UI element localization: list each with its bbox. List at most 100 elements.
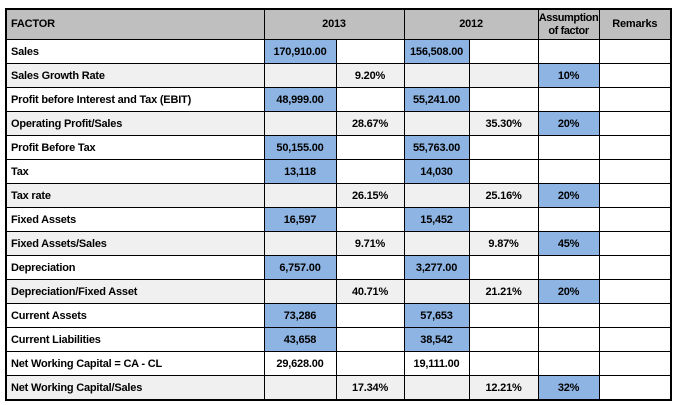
ratio-2012-cell[interactable] (468, 63, 539, 88)
ratio-2012-cell[interactable]: 12.21% (468, 375, 539, 401)
column-header-assumption[interactable]: Assumption of factor (537, 8, 600, 40)
assumption-cell[interactable]: 20% (537, 111, 600, 136)
factor-cell[interactable]: Net Working Capital = CA - CL (5, 351, 265, 376)
remarks-cell[interactable] (598, 63, 672, 88)
assumption-cell[interactable] (537, 303, 600, 328)
ratio-2012-cell[interactable] (468, 207, 539, 232)
assumption-cell[interactable] (537, 39, 600, 64)
factor-cell[interactable]: Fixed Assets (5, 207, 265, 232)
ratio-2012-cell[interactable] (468, 255, 539, 280)
value-2012-cell[interactable] (403, 111, 470, 136)
remarks-cell[interactable] (598, 135, 672, 160)
value-2013-cell[interactable]: 13,118 (263, 159, 337, 184)
ratio-2012-cell[interactable] (468, 351, 539, 376)
value-2013-cell[interactable] (263, 111, 337, 136)
ratio-2012-cell[interactable]: 21.21% (468, 279, 539, 304)
ratio-2012-cell[interactable] (468, 159, 539, 184)
factor-cell[interactable]: Depreciation/Fixed Asset (5, 279, 265, 304)
remarks-cell[interactable] (598, 39, 672, 64)
remarks-cell[interactable] (598, 375, 672, 401)
factor-cell[interactable]: Operating Profit/Sales (5, 111, 265, 136)
ratio-2012-cell[interactable] (468, 87, 539, 112)
assumption-cell[interactable]: 20% (537, 279, 600, 304)
assumption-cell[interactable]: 10% (537, 63, 600, 88)
ratio-2013-cell[interactable] (335, 303, 405, 328)
value-2013-cell[interactable]: 16,597 (263, 207, 337, 232)
value-2012-cell[interactable] (403, 63, 470, 88)
value-2012-cell[interactable] (403, 183, 470, 208)
ratio-2013-cell[interactable] (335, 327, 405, 352)
ratio-2013-cell[interactable]: 26.15% (335, 183, 405, 208)
ratio-2013-cell[interactable] (335, 255, 405, 280)
column-header-2012[interactable]: 2012 (403, 8, 539, 40)
value-2013-cell[interactable]: 50,155.00 (263, 135, 337, 160)
remarks-cell[interactable] (598, 159, 672, 184)
value-2012-cell[interactable]: 156,508.00 (403, 39, 470, 64)
assumption-cell[interactable]: 45% (537, 231, 600, 256)
remarks-cell[interactable] (598, 327, 672, 352)
assumption-cell[interactable] (537, 255, 600, 280)
value-2012-cell[interactable] (403, 375, 470, 401)
ratio-2013-cell[interactable] (335, 351, 405, 376)
column-header-factor[interactable]: FACTOR (5, 8, 265, 40)
value-2012-cell[interactable]: 14,030 (403, 159, 470, 184)
value-2012-cell[interactable]: 3,277.00 (403, 255, 470, 280)
value-2012-cell[interactable]: 38,542 (403, 327, 470, 352)
factor-cell[interactable]: Profit before Interest and Tax (EBIT) (5, 87, 265, 112)
ratio-2013-cell[interactable] (335, 87, 405, 112)
value-2013-cell[interactable] (263, 279, 337, 304)
ratio-2012-cell[interactable] (468, 39, 539, 64)
value-2013-cell[interactable] (263, 231, 337, 256)
value-2012-cell[interactable]: 55,241.00 (403, 87, 470, 112)
ratio-2012-cell[interactable] (468, 303, 539, 328)
assumption-cell[interactable]: 32% (537, 375, 600, 401)
ratio-2013-cell[interactable]: 28.67% (335, 111, 405, 136)
ratio-2013-cell[interactable] (335, 135, 405, 160)
assumption-cell[interactable] (537, 327, 600, 352)
value-2012-cell[interactable]: 19,111.00 (403, 351, 470, 376)
factor-cell[interactable]: Tax rate (5, 183, 265, 208)
assumption-cell[interactable] (537, 159, 600, 184)
factor-cell[interactable]: Tax (5, 159, 265, 184)
remarks-cell[interactable] (598, 111, 672, 136)
value-2013-cell[interactable] (263, 375, 337, 401)
ratio-2013-cell[interactable] (335, 39, 405, 64)
ratio-2013-cell[interactable]: 9.20% (335, 63, 405, 88)
value-2012-cell[interactable]: 57,653 (403, 303, 470, 328)
value-2012-cell[interactable] (403, 279, 470, 304)
ratio-2013-cell[interactable]: 17.34% (335, 375, 405, 401)
ratio-2012-cell[interactable] (468, 135, 539, 160)
assumption-cell[interactable] (537, 351, 600, 376)
value-2012-cell[interactable]: 15,452 (403, 207, 470, 232)
ratio-2013-cell[interactable] (335, 207, 405, 232)
ratio-2012-cell[interactable] (468, 327, 539, 352)
ratio-2013-cell[interactable] (335, 159, 405, 184)
assumption-cell[interactable] (537, 87, 600, 112)
column-header-2013[interactable]: 2013 (263, 8, 405, 40)
assumption-cell[interactable]: 20% (537, 183, 600, 208)
factor-cell[interactable]: Current Liabilities (5, 327, 265, 352)
value-2013-cell[interactable]: 48,999.00 (263, 87, 337, 112)
assumption-cell[interactable] (537, 207, 600, 232)
value-2012-cell[interactable]: 55,763.00 (403, 135, 470, 160)
value-2013-cell[interactable]: 29,628.00 (263, 351, 337, 376)
factor-cell[interactable]: Current Assets (5, 303, 265, 328)
factor-cell[interactable]: Sales (5, 39, 265, 64)
value-2013-cell[interactable]: 170,910.00 (263, 39, 337, 64)
value-2013-cell[interactable]: 73,286 (263, 303, 337, 328)
factor-cell[interactable]: Net Working Capital/Sales (5, 375, 265, 401)
remarks-cell[interactable] (598, 87, 672, 112)
value-2013-cell[interactable]: 43,658 (263, 327, 337, 352)
factor-cell[interactable]: Fixed Assets/Sales (5, 231, 265, 256)
ratio-2013-cell[interactable]: 40.71% (335, 279, 405, 304)
factor-cell[interactable]: Depreciation (5, 255, 265, 280)
value-2013-cell[interactable] (263, 183, 337, 208)
remarks-cell[interactable] (598, 303, 672, 328)
remarks-cell[interactable] (598, 207, 672, 232)
factor-cell[interactable]: Profit Before Tax (5, 135, 265, 160)
ratio-2012-cell[interactable]: 35.30% (468, 111, 539, 136)
remarks-cell[interactable] (598, 351, 672, 376)
remarks-cell[interactable] (598, 183, 672, 208)
remarks-cell[interactable] (598, 279, 672, 304)
assumption-cell[interactable] (537, 135, 600, 160)
